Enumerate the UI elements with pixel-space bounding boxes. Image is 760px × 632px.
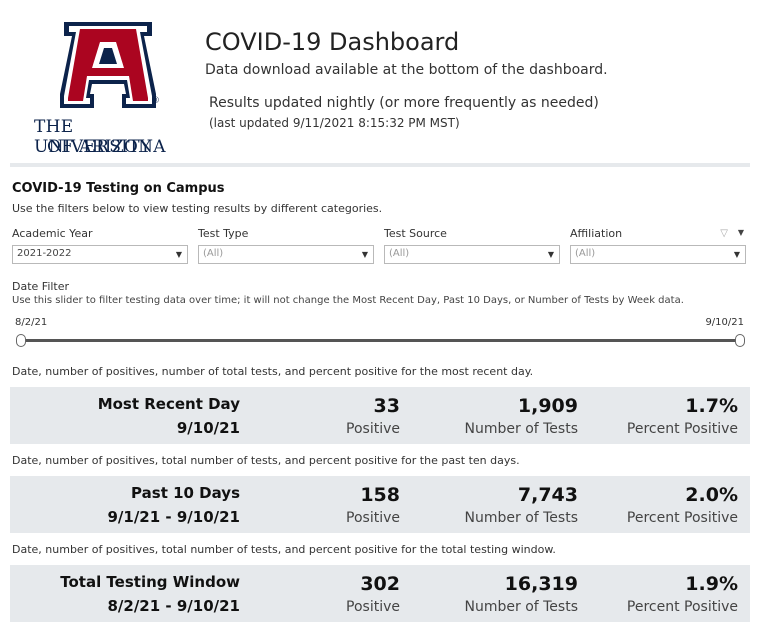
header-divider — [10, 163, 750, 167]
filter-label-row: Affiliation ▽ ▼ — [570, 227, 746, 243]
select-value: 2021-2022 — [17, 248, 72, 259]
block-a-logo-icon — [60, 22, 156, 108]
select-value: (All) — [575, 248, 596, 259]
percent-value: 2.0% — [685, 484, 738, 506]
filter-label: Test Source — [384, 227, 447, 240]
funnel-icon[interactable]: ▽ — [720, 228, 728, 239]
date-slider-track[interactable] — [20, 339, 740, 342]
period-title-block: Total Testing Window 8/2/21 - 9/10/21 — [60, 570, 240, 618]
date-slider-start-handle[interactable] — [16, 334, 26, 347]
registered-mark: ® — [151, 96, 160, 106]
positives-value: 158 — [360, 484, 400, 506]
select-value: (All) — [203, 248, 224, 259]
last-updated-timestamp: (last updated 9/11/2021 8:15:32 PM MST) — [209, 116, 460, 130]
dropdown-arrow-icon: ▼ — [733, 250, 740, 259]
logo-text-line1: THE UNIVERSITY — [34, 117, 152, 157]
percent-value: 1.7% — [685, 395, 738, 417]
tests-label: Number of Tests — [464, 599, 579, 615]
tests-value: 7,743 — [517, 484, 578, 506]
positives-metric: 302 Positive — [346, 572, 400, 617]
tests-label: Number of Tests — [464, 421, 579, 437]
filter-academic-year: Academic Year 2021-2022 ▼ — [12, 227, 188, 264]
period-title: Most Recent Day — [97, 395, 240, 413]
total-window-description: Date, number of positives, total number … — [12, 543, 556, 556]
period-title: Total Testing Window — [60, 573, 240, 591]
positives-metric: 33 Positive — [346, 394, 400, 439]
positives-value: 33 — [373, 395, 400, 417]
total-window-panel: Total Testing Window 8/2/21 - 9/10/21 30… — [10, 565, 750, 622]
period-title-block: Most Recent Day 9/10/21 — [98, 392, 240, 440]
positives-metric: 158 Positive — [346, 483, 400, 528]
filter-label: Affiliation — [570, 227, 623, 240]
tests-metric: 16,319 Number of Tests — [465, 572, 579, 617]
tests-value: 1,909 — [517, 395, 578, 417]
date-filter-label: Date Filter — [12, 280, 70, 293]
filter-test-source: Test Source (All) ▼ — [384, 227, 560, 264]
section-title: COVID-19 Testing on Campus — [12, 181, 225, 196]
select-value: (All) — [389, 248, 410, 259]
date-range-start: 8/2/21 — [15, 317, 48, 328]
university-logo: ® THE UNIVERSITY OF ARIZONA — [30, 22, 180, 157]
positives-label: Positive — [346, 599, 400, 615]
filter-affiliation: Affiliation ▽ ▼ (All) ▼ — [570, 227, 746, 264]
test-source-select[interactable]: (All) ▼ — [384, 245, 560, 264]
period-date-range: 9/1/21 - 9/10/21 — [107, 508, 240, 526]
affiliation-select[interactable]: (All) ▼ — [570, 245, 746, 264]
period-title-block: Past 10 Days 9/1/21 - 9/10/21 — [107, 481, 240, 529]
section-subtitle: Use the filters below to view testing re… — [12, 202, 383, 215]
date-slider-end-handle[interactable] — [735, 334, 745, 347]
triangle-down-icon[interactable]: ▼ — [737, 228, 744, 237]
percent-value: 1.9% — [685, 573, 738, 595]
percent-label: Percent Positive — [626, 510, 738, 526]
dropdown-arrow-icon: ▼ — [175, 250, 182, 259]
tests-metric: 1,909 Number of Tests — [465, 394, 579, 439]
percent-label: Percent Positive — [626, 599, 738, 615]
period-title: Past 10 Days — [131, 484, 240, 502]
past-ten-days-description: Date, number of positives, total number … — [12, 454, 520, 467]
percent-metric: 1.9% Percent Positive — [627, 572, 738, 617]
positives-label: Positive — [346, 510, 400, 526]
positives-value: 302 — [360, 573, 400, 595]
page-subtitle: Data download available at the bottom of… — [205, 62, 608, 78]
most-recent-day-panel: Most Recent Day 9/10/21 33 Positive 1,90… — [10, 387, 750, 444]
tests-value: 16,319 — [504, 573, 578, 595]
percent-metric: 1.7% Percent Positive — [627, 394, 738, 439]
dropdown-arrow-icon: ▼ — [547, 250, 554, 259]
tests-metric: 7,743 Number of Tests — [465, 483, 579, 528]
update-frequency-note: Results updated nightly (or more frequen… — [209, 95, 599, 111]
academic-year-select[interactable]: 2021-2022 ▼ — [12, 245, 188, 264]
filter-label: Academic Year — [12, 227, 93, 240]
percent-label: Percent Positive — [626, 421, 738, 437]
filter-label: Test Type — [198, 227, 249, 240]
percent-metric: 2.0% Percent Positive — [627, 483, 738, 528]
test-type-select[interactable]: (All) ▼ — [198, 245, 374, 264]
period-date-range: 8/2/21 - 9/10/21 — [107, 597, 240, 615]
dropdown-arrow-icon: ▼ — [361, 250, 368, 259]
logo-text-line2: OF ARIZONA — [47, 137, 166, 157]
filter-test-type: Test Type (All) ▼ — [198, 227, 374, 264]
page-title: COVID-19 Dashboard — [205, 28, 460, 56]
period-date-range: 9/10/21 — [176, 419, 240, 437]
past-ten-days-panel: Past 10 Days 9/1/21 - 9/10/21 158 Positi… — [10, 476, 750, 533]
date-range-end: 9/10/21 — [705, 317, 744, 328]
positives-label: Positive — [346, 421, 400, 437]
tests-label: Number of Tests — [464, 510, 579, 526]
date-filter-description: Use this slider to filter testing data o… — [12, 295, 684, 306]
most-recent-day-description: Date, number of positives, number of tot… — [12, 365, 534, 378]
